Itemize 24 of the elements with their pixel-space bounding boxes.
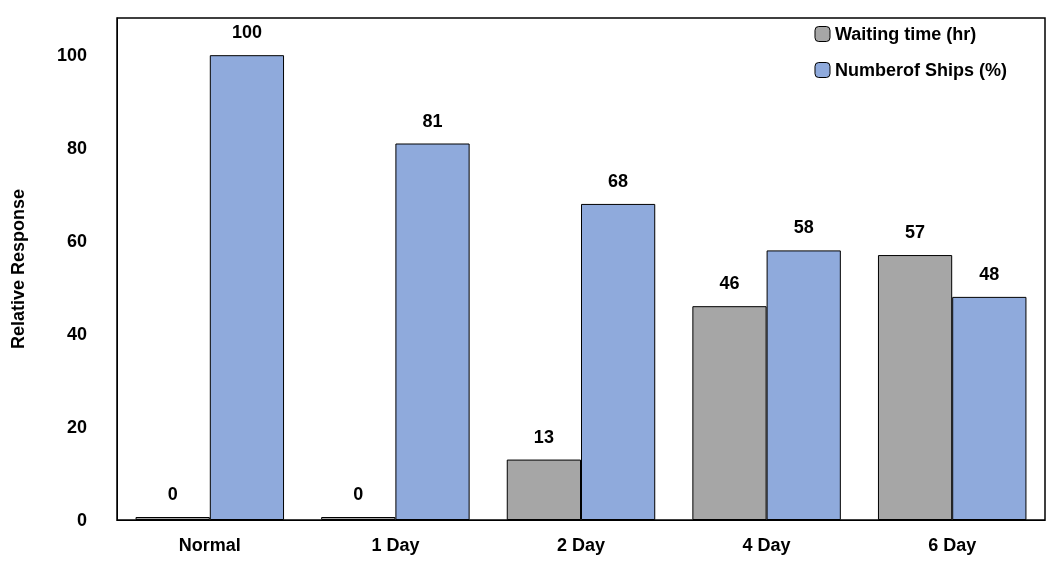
legend-label: Numberof Ships (%) xyxy=(835,60,1008,80)
data-label: 57 xyxy=(905,222,926,243)
y-tick-label: 80 xyxy=(66,138,87,159)
x-tick-label: 6 Day xyxy=(928,535,977,555)
y-tick-label: 40 xyxy=(66,324,87,345)
data-label: 68 xyxy=(608,170,629,191)
y-tick-label: 100 xyxy=(56,45,87,66)
x-tick-label: 1 Day xyxy=(371,535,420,555)
y-tick-label: 60 xyxy=(66,231,87,252)
y-axis-title: Relative Response xyxy=(8,188,28,350)
data-label: 58 xyxy=(793,217,814,238)
legend-label: Waiting time (hr) xyxy=(835,24,977,44)
y-tick-label: 0 xyxy=(76,510,87,530)
data-label: 46 xyxy=(719,273,740,294)
data-label: 0 xyxy=(353,484,364,504)
data-label: 100 xyxy=(231,22,262,43)
x-tick-label: Normal xyxy=(178,535,241,555)
data-label: 81 xyxy=(422,110,443,131)
data-label: 13 xyxy=(533,426,554,447)
data-label: 48 xyxy=(979,263,1000,284)
y-tick-label: 20 xyxy=(66,417,87,438)
x-tick-label: 2 Day xyxy=(556,535,606,555)
data-label: 0 xyxy=(167,484,178,504)
x-tick-label: 4 Day xyxy=(742,535,791,555)
